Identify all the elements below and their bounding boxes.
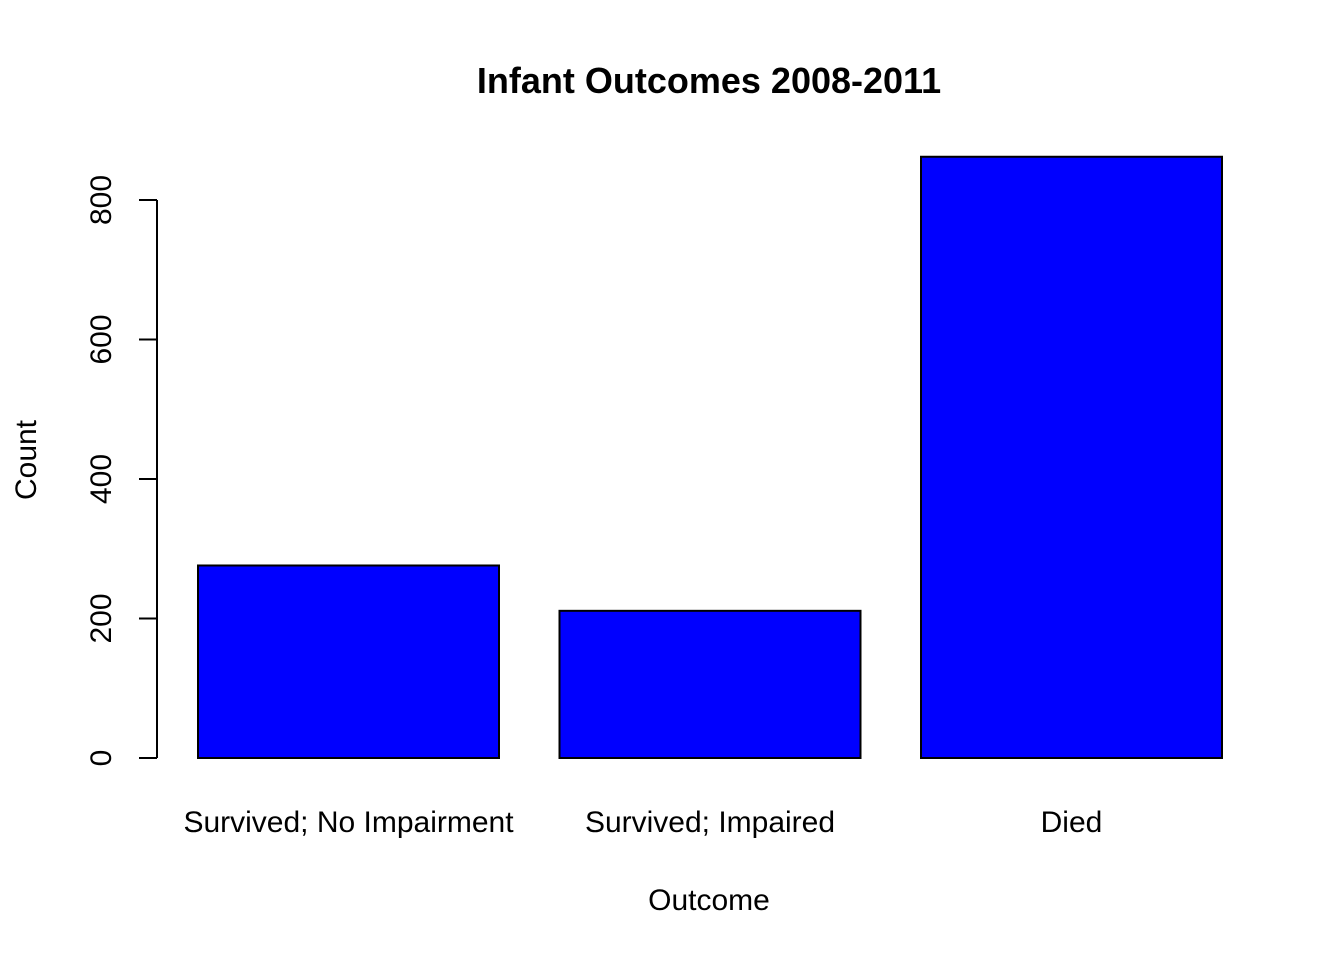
y-ticks: 0 200 400 600 800	[85, 175, 157, 766]
bar-2	[558, 609, 862, 760]
chart-title: Infant Outcomes 2008-2011	[477, 60, 941, 101]
y-axis-label: Count	[10, 419, 43, 500]
y-tick-label-400: 400	[85, 454, 118, 504]
x-tick-label-1: Survived; No Impairment	[183, 806, 514, 839]
y-tick-label-200: 200	[85, 593, 118, 643]
bar-3	[920, 155, 1223, 759]
bars-layer	[197, 155, 1223, 760]
bar-1	[197, 564, 500, 759]
y-tick-label-800: 800	[85, 175, 118, 225]
y-tick-label-0: 0	[85, 750, 118, 767]
x-tick-label-3: Died	[1041, 806, 1103, 839]
x-category-labels: Survived; No Impairment Survived; Impaire…	[183, 806, 1102, 839]
x-tick-label-2: Survived; Impaired	[585, 806, 835, 839]
y-tick-label-600: 600	[85, 314, 118, 364]
x-axis-label: Outcome	[648, 884, 770, 917]
